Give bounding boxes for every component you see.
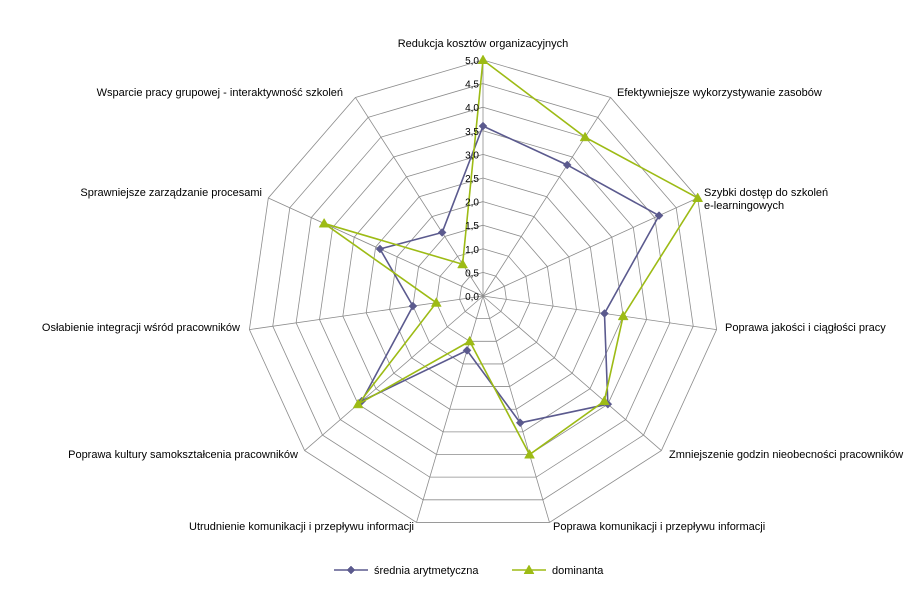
triangle-marker xyxy=(430,297,442,307)
triangle-marker xyxy=(617,310,629,321)
tick-label: 4,0 xyxy=(465,103,479,114)
diamond-marker xyxy=(462,345,472,355)
tick-label: 1,0 xyxy=(465,245,479,256)
spoke-line xyxy=(482,97,611,297)
category-label: Szybki dostęp do szkoleń e-learningowych xyxy=(704,187,828,212)
category-label: Zmniejszenie godzin nieobecności pracown… xyxy=(669,449,903,461)
spoke-line xyxy=(482,295,550,523)
tick-label: 0,5 xyxy=(465,268,479,279)
grid-ring xyxy=(342,153,624,433)
grid-ring xyxy=(248,59,718,523)
category-label: Redukcja kosztów organizacyjnych xyxy=(398,38,569,50)
triangle-marker xyxy=(318,217,330,228)
legend: średnia arytmetyczna dominanta xyxy=(334,564,604,577)
spoke-line xyxy=(482,295,717,330)
series-line xyxy=(323,58,699,456)
radial-tick-labels: 0,0 0,5 1,0 1,5 2,0 2,5 3,0 3,5 4,0 4,5 5,0 xyxy=(465,56,479,303)
triangle-marker xyxy=(692,192,704,202)
category-label: Utrudnienie komunikacji i przepływu info… xyxy=(189,521,414,533)
tick-label: 4,5 xyxy=(465,80,479,91)
diamond-marker xyxy=(515,418,525,428)
grid-ring xyxy=(272,83,694,501)
category-label: Poprawa kultury samokształcenia pracowni… xyxy=(68,449,298,461)
diamond-marker xyxy=(437,228,447,237)
triangle-marker xyxy=(457,258,469,269)
spoke-line xyxy=(304,295,484,451)
spoke-line xyxy=(249,295,484,330)
tick-label: 0,0 xyxy=(465,292,479,303)
category-label: Wsparcie pracy grupowej - interaktywność… xyxy=(97,87,343,99)
category-label: Poprawa komunikacji i przepływu informac… xyxy=(553,521,765,533)
grid-ring xyxy=(389,201,577,387)
category-label: Efektywniejsze wykorzystywanie zasobów xyxy=(617,87,822,99)
diamond-marker xyxy=(346,565,356,575)
legend-label: średnia arytmetyczna xyxy=(374,565,479,577)
diamond-marker xyxy=(478,121,488,131)
triangle-marker xyxy=(598,395,610,406)
diamond-marker xyxy=(375,244,385,254)
tick-label: 5,0 xyxy=(465,56,479,67)
spoke-line xyxy=(482,295,662,451)
grid-ring xyxy=(459,271,507,320)
triangle-marker xyxy=(523,564,535,574)
tick-label: 1,5 xyxy=(465,221,479,232)
legend-label: dominanta xyxy=(552,565,604,577)
category-label: Osłabienie integracji wśród pracowników xyxy=(42,322,240,334)
grid-ring xyxy=(412,224,554,365)
spoke-line xyxy=(268,197,484,297)
tick-label: 3,0 xyxy=(465,150,479,161)
triangle-marker xyxy=(464,335,476,346)
grid-ring xyxy=(295,106,671,478)
grid-ring xyxy=(319,130,647,455)
diamond-marker xyxy=(562,160,572,170)
triangle-marker xyxy=(579,131,591,142)
diamond-marker xyxy=(600,309,609,318)
category-labels: Redukcja kosztów organizacyjnych Efektywn… xyxy=(42,38,903,533)
grid-ring xyxy=(435,248,531,342)
tick-label: 2,5 xyxy=(465,174,479,185)
triangle-marker xyxy=(524,449,535,459)
category-label: Sprawniejsze zarządzanie procesami xyxy=(80,187,262,199)
category-label: Poprawa jakości i ciągłości pracy xyxy=(725,322,886,334)
grid-ring xyxy=(365,177,601,410)
diamond-marker xyxy=(408,301,418,311)
series-mode xyxy=(318,54,704,459)
radar-grid xyxy=(248,59,718,523)
spoke-line xyxy=(416,295,484,523)
triangle-marker xyxy=(352,398,364,409)
tick-label: 2,0 xyxy=(465,198,479,209)
tick-label: 3,5 xyxy=(465,127,479,138)
triangle-marker xyxy=(477,54,489,64)
diamond-marker xyxy=(654,211,664,220)
series-layer xyxy=(318,54,704,459)
